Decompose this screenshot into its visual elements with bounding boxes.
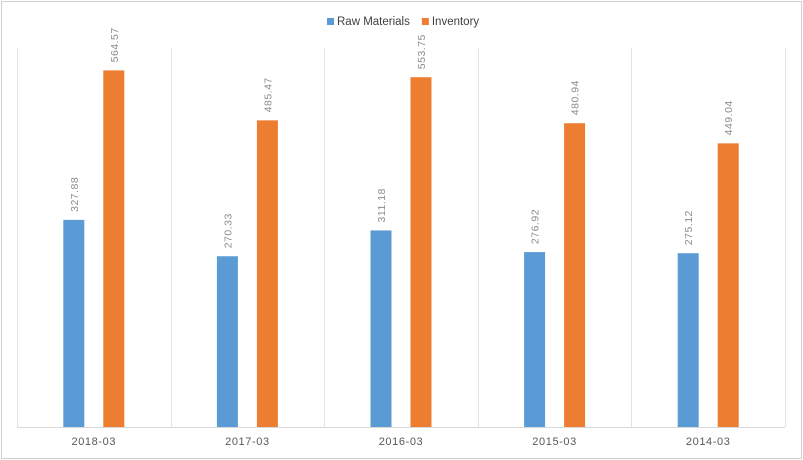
x-tick-label: 2015-03 xyxy=(532,436,577,448)
data-label: 449.04 xyxy=(723,100,735,135)
bar-inventory xyxy=(564,123,586,427)
bar-inventory xyxy=(410,77,432,427)
x-tick-label: 2014-03 xyxy=(686,436,731,448)
data-label: 311.18 xyxy=(376,188,388,222)
data-label: 276.92 xyxy=(530,209,542,244)
data-labels: 327.88 564.57 270.33 485.47 311.18 553.75 276.… xyxy=(69,27,735,248)
x-tick-label: 2017-03 xyxy=(225,436,270,448)
data-label: 553.75 xyxy=(416,34,428,69)
legend: Raw Materials Inventory xyxy=(327,16,479,28)
data-label: 327.88 xyxy=(69,177,81,212)
bars xyxy=(63,70,739,428)
legend-label: Raw Materials xyxy=(337,16,410,28)
legend-swatch xyxy=(421,18,429,25)
bar-inventory xyxy=(717,143,739,428)
bar-inventory xyxy=(256,120,278,427)
x-tick-label: 2016-03 xyxy=(379,436,424,448)
bar-raw-materials xyxy=(677,253,699,427)
data-label: 480.94 xyxy=(570,80,582,115)
x-tick-label: 2018-03 xyxy=(72,436,117,448)
legend-label: Inventory xyxy=(432,16,480,28)
gridlines xyxy=(17,48,786,427)
data-label: 564.57 xyxy=(109,27,121,62)
bar-raw-materials xyxy=(370,230,392,427)
data-label: 275.12 xyxy=(683,210,695,245)
data-label: 270.33 xyxy=(222,213,234,248)
data-label: 485.47 xyxy=(262,77,274,112)
x-axis-ticks: 2018-03 2017-03 2016-03 2015-03 2014-03 xyxy=(72,436,731,448)
bar-inventory xyxy=(103,70,125,428)
legend-swatch xyxy=(327,18,334,25)
bar-raw-materials xyxy=(216,256,238,427)
bar-raw-materials xyxy=(524,252,546,427)
bar-raw-materials xyxy=(63,219,85,427)
